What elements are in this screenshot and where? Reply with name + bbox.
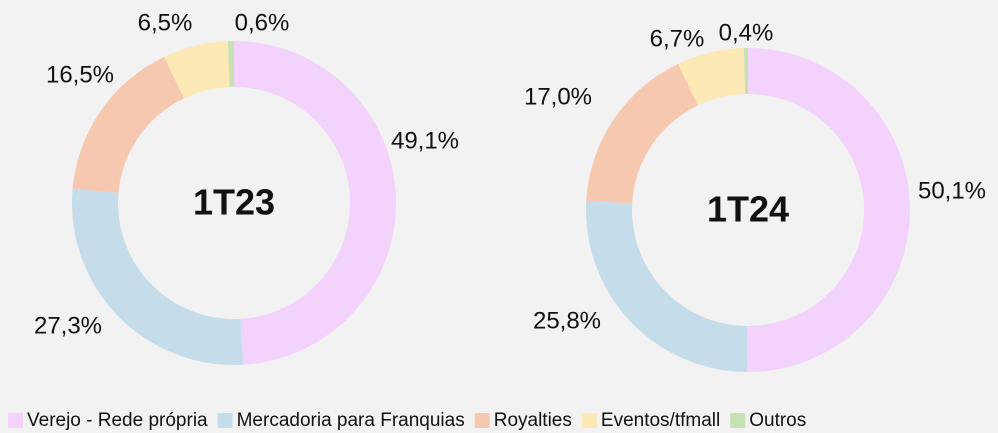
data-label: 50,1% xyxy=(918,177,986,204)
data-label: 27,3% xyxy=(34,312,102,339)
data-label: 6,7% xyxy=(650,25,705,52)
legend-label: Royalties xyxy=(494,410,572,431)
data-label: 49,1% xyxy=(391,127,459,154)
donut-slice xyxy=(72,56,184,193)
legend-label: Mercadoria para Franquias xyxy=(237,410,465,431)
chart-title: 1T24 xyxy=(707,189,789,230)
data-label: 25,8% xyxy=(533,307,601,334)
donut-slice xyxy=(743,48,748,95)
legend-swatch xyxy=(581,413,597,428)
donut-slice xyxy=(746,48,911,372)
legend-swatch xyxy=(217,413,233,428)
legend-swatch xyxy=(8,413,23,428)
legend-label: Outros xyxy=(749,410,806,431)
legend-swatch xyxy=(730,413,746,428)
legend-swatch xyxy=(474,413,490,428)
donut-slice xyxy=(71,188,244,365)
donut-slice xyxy=(227,41,234,88)
donut-slice xyxy=(586,200,748,372)
donut-slice xyxy=(234,41,396,365)
data-label: 0,4% xyxy=(719,19,774,46)
chart-title: 1T23 xyxy=(193,182,275,223)
data-label: 6,5% xyxy=(138,9,193,36)
data-label: 16,5% xyxy=(46,61,114,88)
donut-slice xyxy=(678,48,746,106)
data-label: 17,0% xyxy=(524,83,592,110)
data-label: 0,6% xyxy=(235,9,290,36)
donut-slice xyxy=(164,41,230,99)
legend-label: Verejo - Rede própria xyxy=(27,410,208,431)
legend-label: Eventos/tfmall xyxy=(601,410,720,431)
donut-slice xyxy=(586,63,698,204)
